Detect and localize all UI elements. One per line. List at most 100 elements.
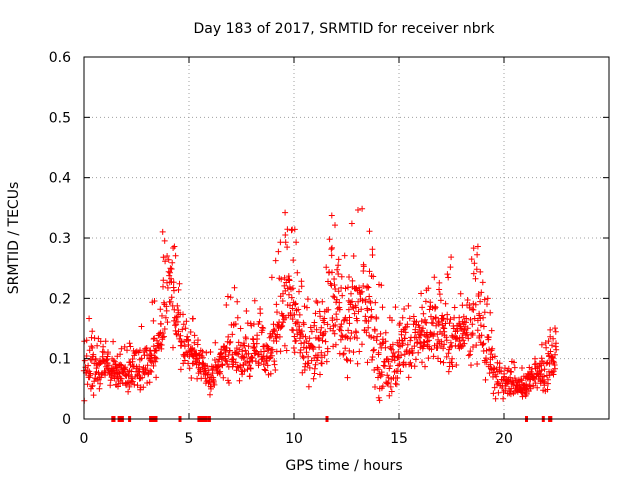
data-point	[519, 365, 525, 371]
data-point	[370, 273, 377, 280]
data-point	[474, 327, 481, 334]
data-point	[474, 361, 481, 367]
data-point	[511, 359, 517, 366]
data-point	[291, 311, 298, 318]
data-point	[552, 328, 559, 335]
data-point	[382, 329, 389, 336]
data-point	[388, 388, 395, 395]
data-point	[296, 335, 303, 342]
data-point	[353, 304, 359, 311]
data-point	[428, 346, 435, 353]
data-point	[174, 318, 181, 325]
data-point	[474, 251, 481, 258]
data-point	[541, 366, 548, 373]
data-point	[160, 283, 166, 290]
data-point	[477, 322, 484, 329]
data-point	[243, 335, 249, 342]
data-point	[292, 300, 299, 307]
data-point	[375, 394, 382, 401]
data-point	[465, 352, 472, 359]
data-point	[267, 350, 274, 356]
data-point	[385, 379, 392, 386]
plot-frame	[83, 56, 610, 420]
data-point	[121, 343, 128, 350]
data-point	[229, 331, 236, 338]
data-point	[272, 367, 279, 373]
data-point	[180, 311, 186, 318]
data-point	[418, 290, 425, 297]
data-point	[348, 220, 355, 227]
data-point	[95, 369, 102, 376]
data-point	[117, 361, 124, 368]
data-point	[162, 258, 169, 265]
data-point	[545, 380, 551, 387]
data-point	[171, 243, 178, 250]
data-point	[286, 291, 292, 298]
data-point	[339, 292, 346, 299]
data-point	[241, 342, 248, 349]
data-point	[469, 332, 476, 338]
data-point	[487, 351, 494, 358]
data-point	[317, 371, 323, 378]
data-point	[447, 339, 454, 346]
data-point	[440, 324, 447, 331]
data-point	[174, 313, 181, 320]
data-point	[491, 353, 498, 360]
data-point	[343, 356, 350, 363]
data-point	[110, 357, 117, 364]
data-point	[362, 313, 369, 320]
data-point	[249, 354, 256, 361]
data-point	[328, 252, 335, 259]
data-point	[265, 345, 272, 352]
data-point	[344, 357, 351, 364]
data-point	[298, 328, 305, 335]
data-point	[399, 314, 406, 321]
data-point	[289, 285, 296, 292]
data-point	[150, 317, 157, 324]
data-point	[431, 330, 438, 337]
data-point	[470, 344, 476, 350]
data-point	[118, 375, 125, 382]
data-point	[473, 342, 480, 349]
data-point	[242, 347, 249, 354]
data-point	[259, 324, 266, 331]
axis-ticks	[83, 56, 609, 420]
data-point	[491, 384, 498, 391]
data-point	[485, 334, 492, 341]
data-point	[193, 355, 200, 362]
data-point	[224, 293, 231, 300]
data-point	[269, 346, 276, 353]
data-point	[324, 348, 331, 355]
data-point	[305, 360, 312, 367]
data-point	[102, 338, 109, 345]
data-point	[464, 325, 471, 332]
data-point	[296, 311, 303, 318]
data-point	[353, 329, 360, 336]
x-tick-label: 5	[185, 431, 194, 447]
data-point	[338, 284, 345, 291]
data-point	[412, 321, 419, 328]
data-point	[436, 286, 443, 293]
data-point	[298, 340, 305, 347]
data-point	[170, 344, 176, 351]
data-point	[196, 351, 202, 358]
data-point	[234, 350, 240, 357]
data-point	[332, 222, 338, 229]
data-point	[447, 316, 454, 323]
data-point	[334, 266, 341, 273]
data-point	[502, 383, 509, 390]
data-point	[184, 333, 191, 340]
data-point	[377, 330, 384, 337]
data-point	[226, 347, 233, 354]
data-point	[205, 367, 212, 374]
data-point	[490, 390, 497, 397]
data-point	[359, 341, 365, 348]
data-point	[168, 266, 175, 272]
data-point	[365, 284, 372, 291]
data-point	[371, 346, 377, 353]
data-point	[445, 350, 452, 357]
data-point	[304, 296, 311, 303]
data-point	[90, 392, 97, 399]
data-point	[261, 366, 268, 373]
data-point	[425, 285, 432, 292]
